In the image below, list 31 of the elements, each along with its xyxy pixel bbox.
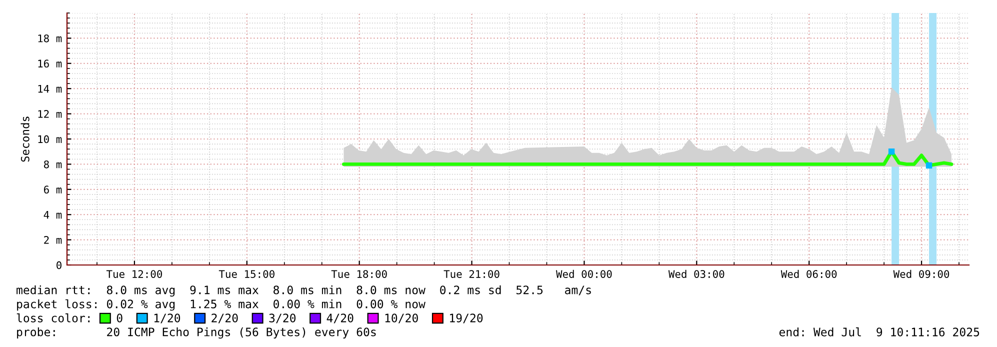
legend-label: 0	[116, 314, 122, 322]
x-tick-label: Tue 12:00	[106, 270, 162, 278]
y-tick-label: 18 m	[38, 34, 62, 42]
legend-label: 10/20	[385, 314, 418, 324]
y-tick-label: 8 m	[44, 160, 62, 168]
text: packet loss: 0.02 % avg 1.25 % max 0.00 % min 0.00 % now	[17, 299, 426, 311]
x-tick-label: Tue 18:00	[331, 270, 387, 278]
y-tick-label: 16 m	[38, 60, 62, 68]
y-tick-label: 4 m	[44, 210, 62, 219]
y-tick-label: 14 m	[38, 84, 62, 93]
y-tick-label: 12 m	[38, 110, 62, 118]
x-tick-label: Tue 21:00	[444, 270, 500, 278]
y-axis-title: Seconds	[20, 116, 30, 162]
x-tick-label: Wed 09:00	[893, 270, 950, 278]
y-tick-label: 10 m	[38, 135, 62, 144]
y-tick-label: 6 m	[44, 186, 62, 194]
y-tick-label: 2 m	[44, 236, 62, 244]
legend-label: 19/20	[450, 314, 483, 324]
x-tick-label: Wed 00:00	[556, 270, 612, 278]
legend-title: loss color:	[16, 313, 90, 322]
x-tick-label: Wed 06:00	[780, 270, 837, 278]
legend-label: 1/20	[154, 314, 180, 324]
x-tick-label: Tue 15:00	[218, 270, 274, 278]
y-tick-label: 0	[56, 261, 62, 270]
legend-label: 4/20	[326, 314, 354, 324]
text: probe: 20 ICMP Echo Pings (56 Bytes) every 60s	[17, 327, 376, 339]
x-tick-label: Wed 03:00	[668, 270, 724, 278]
legend-label: 2/20	[212, 314, 238, 324]
text: median rtt: 8.0 ms avg 9.1 ms max 8.0 ms min 8.0 ms now 0.2 ms sd 52.5 am/s	[16, 285, 591, 297]
text: end: Wed Jul 9 10:11:16 2025	[779, 327, 980, 336]
legend-label: 3/20	[269, 314, 296, 324]
